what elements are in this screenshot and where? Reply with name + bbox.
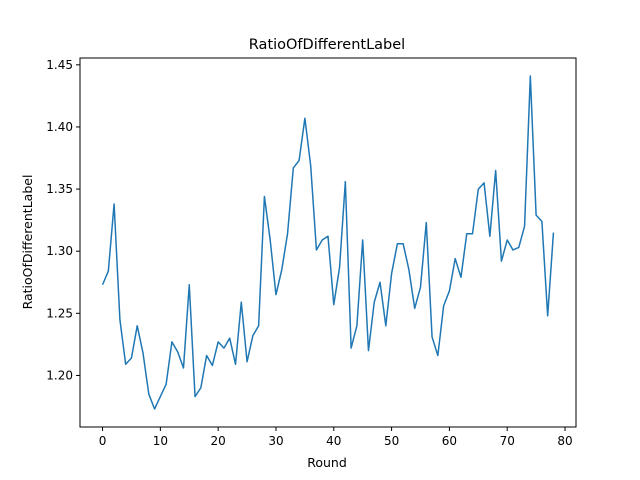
y-tick-label: 1.40 — [46, 120, 73, 134]
chart-title: RatioOfDifferentLabel — [249, 37, 405, 53]
x-tick-label: 50 — [384, 434, 399, 448]
y-tick-label: 1.45 — [46, 58, 73, 72]
x-tick-label: 20 — [211, 434, 226, 448]
y-axis: 1.20 1.25 1.30 1.35 1.40 1.45 — [46, 58, 80, 382]
y-tick-label: 1.30 — [46, 244, 73, 258]
x-tick-label: 40 — [326, 434, 341, 448]
y-tick-label: 1.35 — [46, 182, 73, 196]
x-tick-label: 80 — [557, 434, 572, 448]
plot-area — [101, 75, 555, 410]
y-tick-label: 1.20 — [46, 368, 73, 382]
x-tick-label: 60 — [442, 434, 457, 448]
y-tick-label: 1.25 — [46, 306, 73, 320]
axes-frame — [79, 57, 577, 428]
x-tick-label: 30 — [268, 434, 283, 448]
x-tick-label: 70 — [500, 434, 515, 448]
x-axis-label: Round — [307, 455, 347, 470]
x-tick-label: 0 — [99, 434, 107, 448]
x-tick-label: 10 — [153, 434, 168, 448]
y-axis-label: RatioOfDifferentLabel — [20, 175, 35, 310]
series-line — [101, 75, 555, 410]
x-axis: 0 10 20 30 40 50 60 70 80 — [99, 427, 573, 448]
